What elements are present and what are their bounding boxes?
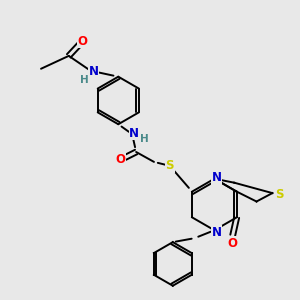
- Text: S: S: [275, 188, 284, 201]
- Text: O: O: [228, 237, 238, 250]
- Text: N: N: [129, 127, 139, 140]
- Text: S: S: [166, 159, 174, 172]
- Text: H: H: [80, 75, 89, 85]
- Text: N: N: [88, 65, 98, 78]
- Text: N: N: [212, 226, 221, 239]
- Text: O: O: [115, 153, 125, 167]
- Text: N: N: [212, 171, 221, 184]
- Text: H: H: [140, 134, 148, 144]
- Text: O: O: [78, 34, 88, 47]
